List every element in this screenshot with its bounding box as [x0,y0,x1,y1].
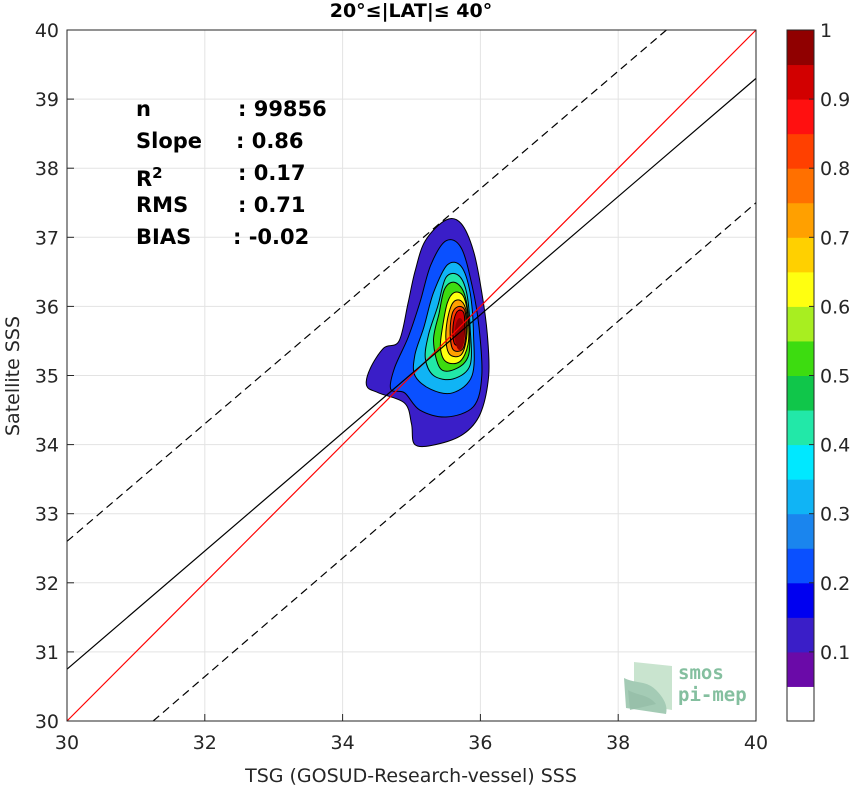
y-tick-label: 34 [35,435,59,457]
smos-pimep-logo [624,662,672,714]
stat-label: n [136,97,151,121]
density-peak [454,318,465,351]
y-axis-label: Satellite SSS [2,316,24,436]
colorbar-segment [787,99,814,135]
y-tick-label: 38 [35,158,59,180]
y-tick-label: 32 [35,573,59,595]
x-tick-label: 30 [55,732,79,754]
x-tick-label: 36 [468,732,492,754]
colorbar-tick-label: 0.3 [820,504,850,526]
colorbar-tick-label: 0.6 [820,296,850,318]
colorbar-tick-label: 0.7 [820,227,850,249]
x-axis-ticks: 30 32 34 36 38 40 [55,714,768,754]
colorbar-segment [787,202,814,238]
colorbar-segment [787,168,814,204]
stat-label: Slope [136,129,203,153]
colorbar-segment [787,548,814,584]
y-tick-label: 39 [35,89,59,111]
stat-label: BIAS [136,225,192,249]
colorbar-segment [787,133,814,169]
colorbar-segment [787,237,814,273]
chart-title: 20°≤|LAT|≤ 40° [329,0,493,22]
stat-label-r: R [136,167,153,191]
stat-label: R2 [136,157,163,195]
colorbar-segment [787,64,814,100]
reference-lines [66,29,757,722]
stat-value: : 0.71 [238,193,306,217]
colorbar-tick-label: 0.2 [820,573,850,595]
x-tick-label: 32 [193,732,217,754]
line-lower [152,202,757,722]
logo-text: smos pi-mep [678,662,747,706]
y-tick-label: 36 [35,296,59,318]
stat-value: : 0.17 [238,161,306,185]
line-1-1 [66,29,757,722]
colorbar-segment [787,306,814,342]
line-upper [66,29,667,542]
stat-value: : 99856 [238,97,327,121]
logo-mark [624,662,672,714]
colorbar-segment [787,375,814,411]
colorbar-segment [787,651,814,687]
stat-value: : 0.86 [236,129,304,153]
stat-label: RMS [136,193,189,217]
stat-label-sup: 2 [152,164,163,182]
colorbar-segment [787,30,814,66]
colorbar-segment [787,617,814,653]
y-tick-label: 37 [35,227,59,249]
colorbar-tick-label: 1 [820,20,832,42]
colorbar-segment [787,686,814,722]
colorbar-segment [787,340,814,376]
colorbar-segment [787,271,814,307]
colorbar-tick-label: 0.8 [820,158,850,180]
stat-value: : -0.02 [233,225,310,249]
y-tick-label: 40 [35,20,59,42]
logo-line-1: smos [678,662,724,684]
colorbar-tick-label: 0.1 [820,642,850,664]
y-tick-label: 31 [35,642,59,664]
colorbar-segment [787,444,814,480]
x-tick-label: 34 [331,732,355,754]
y-tick-label: 30 [35,711,59,733]
colorbar-tick-label: 0.5 [820,366,850,388]
colorbar-ticks: 0.1 0.2 0.3 0.4 0.5 0.6 0.7 0.8 0.9 1 [809,20,850,664]
colorbar-segment [787,582,814,618]
colorbar-segment [787,410,814,446]
x-tick-label: 40 [744,732,768,754]
logo-line-2: pi-mep [678,684,747,706]
colorbar-segment [787,513,814,549]
colorbar-tick-label: 0.4 [820,435,850,457]
colorbar-segment [787,479,814,515]
x-axis-label: TSG (GOSUD-Research-vessel) SSS [244,765,577,787]
colorbar [786,29,815,722]
grid [66,29,757,722]
y-tick-label: 33 [35,504,59,526]
y-axis-ticks: 30 31 32 33 34 35 36 37 38 39 40 [35,20,74,733]
colorbar-tick-label: 0.9 [820,89,850,111]
line-regression [66,77,757,670]
y-tick-label: 35 [35,366,59,388]
x-tick-label: 38 [606,732,630,754]
